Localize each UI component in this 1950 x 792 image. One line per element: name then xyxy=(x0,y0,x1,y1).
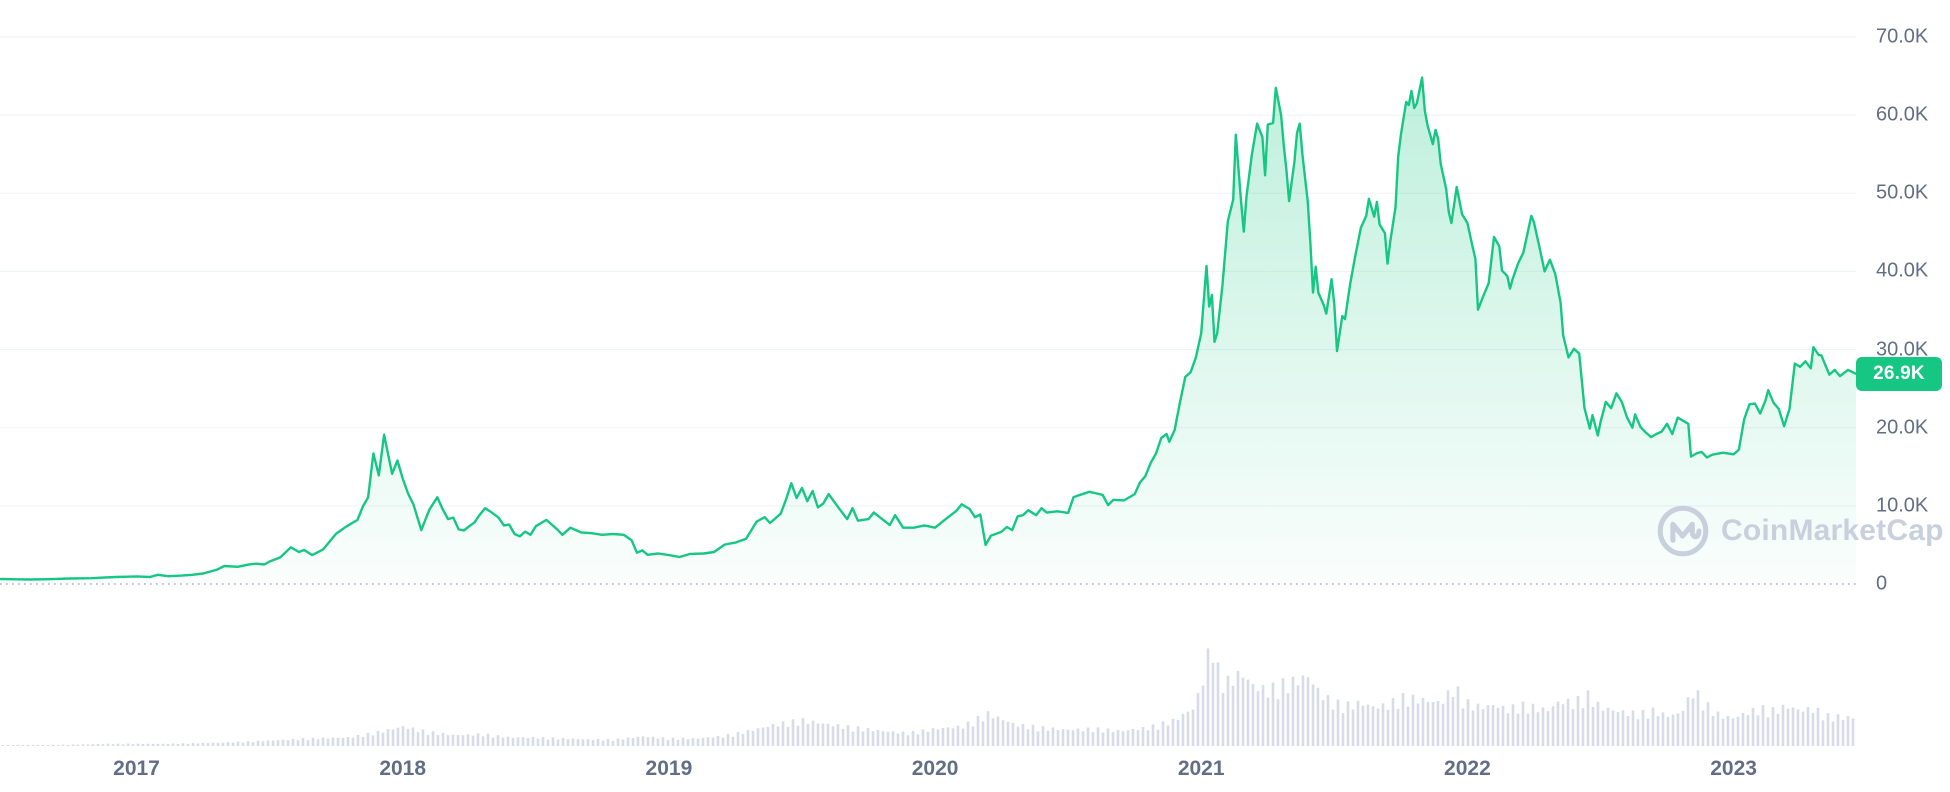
current-price-badge: 26.9K xyxy=(1856,356,1942,391)
volume-bars xyxy=(1,648,1855,746)
gridlines xyxy=(0,36,1856,507)
price-line xyxy=(0,76,1858,581)
price-area-fill xyxy=(0,77,1856,584)
